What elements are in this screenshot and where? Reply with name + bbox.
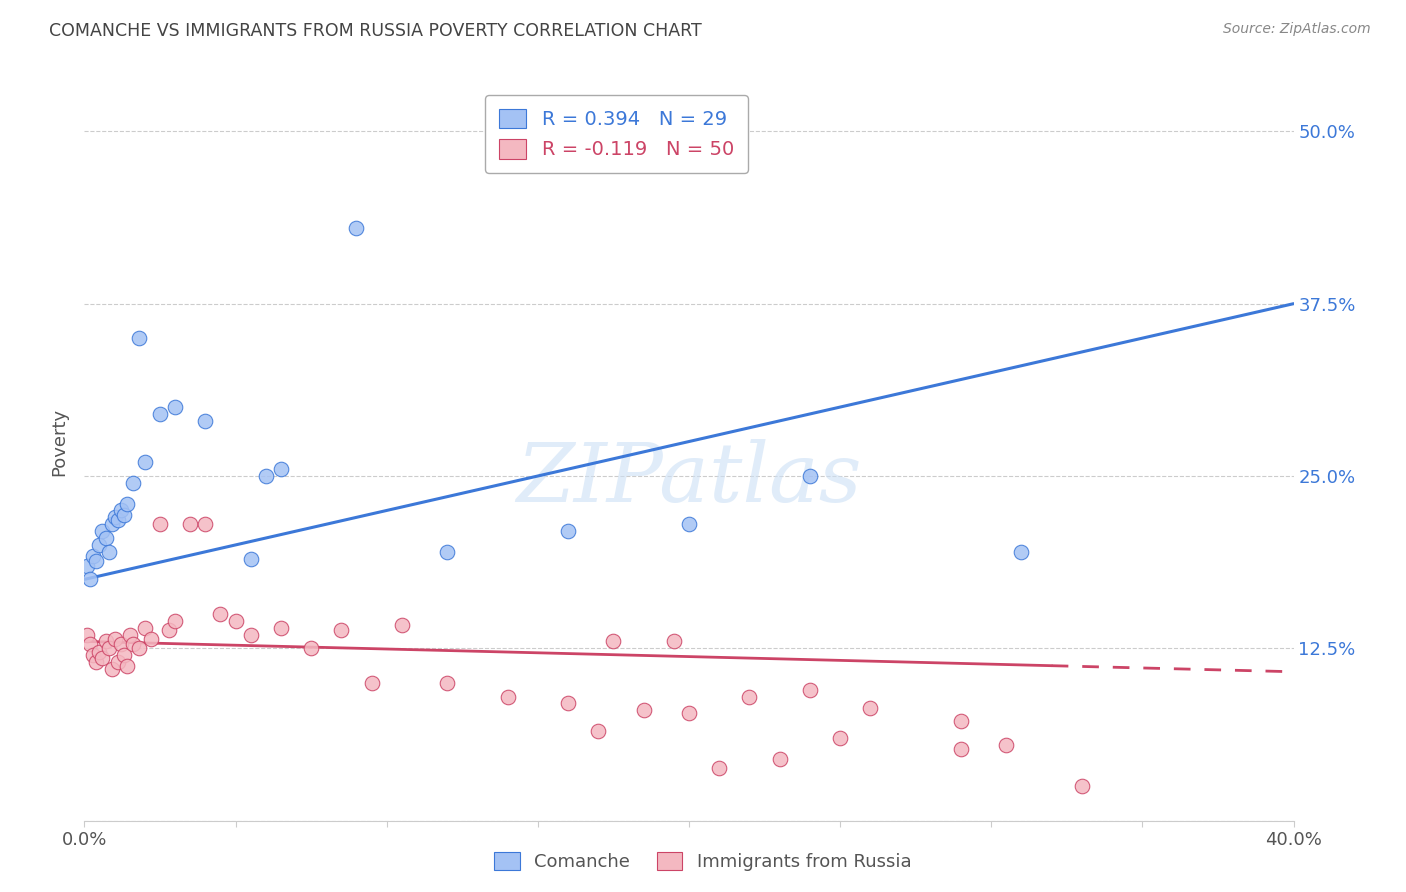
Point (100, 662, 122, 676)
Point (79, 637, 101, 651)
Point (1071, 779, 1094, 793)
Point (128, 331, 150, 345)
Point (100, 517, 122, 532)
Point (112, 508, 135, 522)
Point (139, 632, 162, 646)
Point (121, 637, 143, 651)
Point (149, 407, 172, 421)
Point (134, 455, 156, 469)
Text: ZIPatlas: ZIPatlas (516, 440, 862, 519)
Point (436, 675, 458, 690)
Point (678, 517, 700, 532)
Point (436, 545, 458, 559)
Text: Source: ZipAtlas.com: Source: ZipAtlas.com (1223, 22, 1371, 37)
Point (270, 462, 292, 476)
Point (709, 761, 731, 775)
Point (391, 618, 413, 632)
Point (118, 627, 141, 641)
Point (209, 607, 232, 621)
Point (799, 469, 821, 483)
Point (1011, 545, 1033, 559)
Point (79, 573, 101, 587)
Point (859, 700, 882, 714)
Point (115, 497, 138, 511)
Point (121, 475, 143, 490)
Point (179, 517, 201, 532)
Point (165, 614, 187, 628)
Point (194, 517, 217, 532)
Point (110, 637, 132, 651)
Point (128, 641, 150, 656)
Point (299, 641, 322, 656)
Point (89, 538, 111, 552)
Y-axis label: Poverty: Poverty (51, 408, 69, 475)
Point (94, 634, 117, 648)
Point (86, 655, 108, 669)
Point (557, 524, 579, 538)
Point (86, 554, 108, 568)
Point (149, 517, 172, 532)
Point (330, 624, 353, 638)
Point (115, 659, 138, 673)
Point (157, 624, 180, 638)
Point (104, 632, 127, 646)
Point (89, 645, 111, 659)
Point (239, 551, 262, 566)
Point (678, 706, 700, 720)
Point (738, 690, 761, 704)
Point (107, 513, 129, 527)
Point (97, 641, 120, 656)
Point (76, 627, 98, 641)
Point (360, 675, 382, 690)
Point (165, 400, 187, 414)
Point (97, 545, 120, 559)
Point (662, 634, 685, 648)
Point (239, 627, 262, 641)
Point (82, 648, 104, 663)
Point (270, 621, 292, 635)
Point (254, 469, 277, 483)
Point (76, 558, 98, 573)
Point (769, 751, 792, 765)
Point (799, 682, 821, 697)
Text: COMANCHE VS IMMIGRANTS FROM RUSSIA POVERTY CORRELATION CHART: COMANCHE VS IMMIGRANTS FROM RUSSIA POVER… (49, 22, 702, 40)
Legend: R = 0.394   N = 29, R = -0.119   N = 50: R = 0.394 N = 29, R = -0.119 N = 50 (485, 95, 748, 173)
Point (995, 738, 1018, 752)
Point (557, 697, 579, 711)
Point (950, 714, 973, 729)
Point (633, 703, 655, 717)
Point (588, 724, 610, 739)
Point (134, 621, 156, 635)
Point (104, 510, 127, 524)
Point (82, 549, 104, 563)
Point (602, 634, 624, 648)
Legend: Comanche, Immigrants from Russia: Comanche, Immigrants from Russia (488, 845, 918, 879)
Point (496, 690, 519, 704)
Point (225, 614, 247, 628)
Point (110, 503, 132, 517)
Point (91, 524, 114, 538)
Point (91, 651, 114, 665)
Point (950, 742, 973, 756)
Point (194, 414, 217, 428)
Point (112, 648, 135, 663)
Point (830, 731, 852, 745)
Point (94, 531, 117, 545)
Point (346, 220, 368, 235)
Point (107, 655, 129, 669)
